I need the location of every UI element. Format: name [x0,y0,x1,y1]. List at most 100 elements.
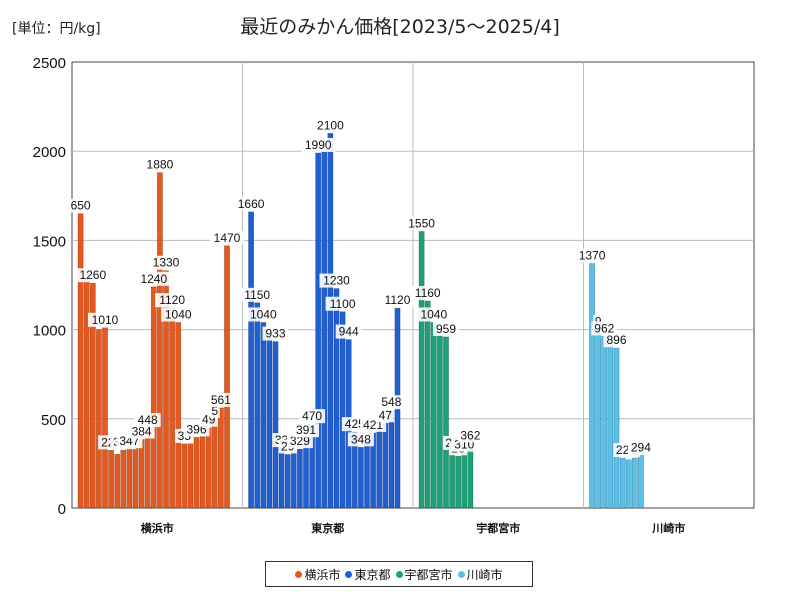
bar [211,418,218,509]
data-label: 944 [339,325,359,339]
data-label: 1240 [140,272,167,286]
bar [108,450,114,509]
bar [96,329,102,509]
data-label: 1040 [165,307,192,321]
legend-item: 川崎市 [457,566,503,583]
chart-legend: 横浜市 東京都 宇都宮市 川崎市 [265,561,533,587]
bar [589,263,595,509]
data-label-bg [575,248,610,263]
data-label-bg [88,312,122,327]
data-label: 5 [211,404,218,418]
data-label-bg [299,409,326,424]
data-label-bg [416,307,451,322]
bar [278,447,285,509]
bar [631,457,638,509]
bar [637,455,644,509]
data-label: 1230 [323,274,350,288]
data-label-bg [75,268,110,283]
x-tick-label: 東京都 [311,521,344,535]
legend-item: 宇都宮市 [395,566,453,583]
data-label-bg [376,408,395,423]
data-label-bg [301,137,336,152]
bar [461,452,468,509]
bar [327,133,334,509]
y-tick-label: 1500 [33,233,66,250]
bar [157,172,163,509]
data-label-bg [246,307,281,322]
data-label-bg [378,395,405,410]
y-tick-label: 0 [58,501,66,518]
data-label: 1040 [250,307,277,321]
chart-title: 最近のみかん価格[2023/5～2025/4] [240,16,560,38]
data-label: 1260 [79,268,106,282]
data-label: 561 [211,393,231,407]
bar [430,322,437,509]
bar [418,231,425,509]
legend-item: 横浜市 [295,566,340,583]
data-label-bg [380,293,415,308]
bar [351,431,358,509]
bar [376,427,383,509]
bar [613,347,620,509]
data-label: 1470 [214,231,241,245]
data-label-bg [325,296,360,311]
bar [254,302,261,509]
bar [607,343,614,509]
bar [303,437,309,509]
bar [290,450,297,509]
data-label: 1550 [408,216,435,230]
bar [218,407,224,509]
bar [601,336,608,509]
bar [144,427,151,509]
data-label-bg [262,326,289,341]
data-label: 1660 [238,197,265,211]
data-label: 470 [302,409,322,423]
data-label-bg [155,293,190,308]
data-label-bg [627,440,654,455]
bar [83,277,90,509]
data-label: 1370 [579,249,606,263]
data-label-bg [209,403,220,418]
data-label: 362 [460,428,480,442]
bar [132,447,139,509]
data-label: 962 [594,321,614,335]
bar [260,322,267,509]
bar [272,341,279,509]
data-label: 47 [379,408,393,422]
bar [120,449,127,509]
bar [315,152,322,509]
bar [382,422,389,509]
data-label-bg [613,443,632,458]
data-label-bg [210,230,244,245]
data-label: 425 [345,417,365,431]
data-label: 1040 [420,307,447,321]
bar [205,427,212,509]
data-label: 329 [290,434,310,448]
data-label-bg [286,434,313,449]
data-label: 294 [631,441,651,455]
data-label: 1990 [305,138,332,152]
bar [357,447,364,509]
data-label: 1010 [92,313,119,327]
bar [424,300,431,509]
data-label: 1120 [385,293,411,307]
data-label-bg [591,321,618,336]
data-label: 1120 [159,293,185,307]
bar [102,327,108,509]
bar [321,149,328,509]
legend-label: 川崎市 [466,567,503,582]
y-tick-label: 500 [41,412,66,429]
data-label: 933 [265,327,285,341]
bar [175,322,182,509]
data-label: 448 [138,413,158,427]
data-label: 1330 [153,256,180,270]
data-label-bg [207,392,234,407]
data-label: 391 [296,423,316,437]
legend-label: 東京都 [354,567,391,582]
bar [248,211,254,509]
x-tick-label: 川崎市 [651,521,685,535]
data-label: 1150 [244,288,270,302]
bar [595,329,602,509]
data-label-bg [234,196,269,211]
bar [388,409,395,509]
